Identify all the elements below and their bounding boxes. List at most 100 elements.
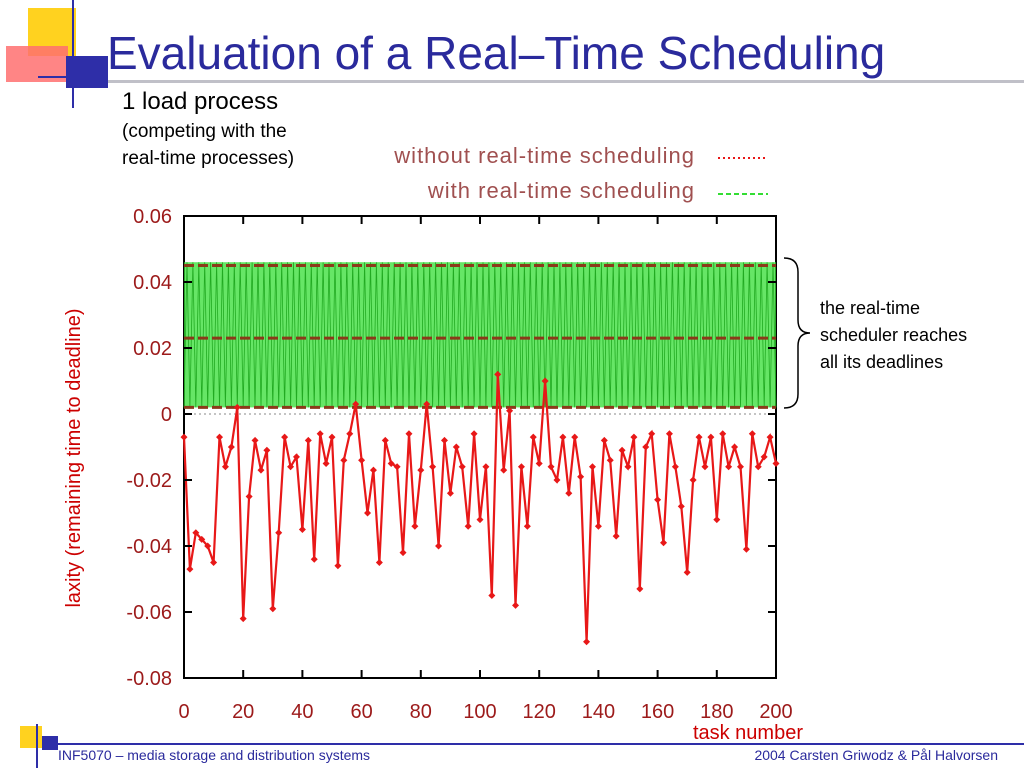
without-series-point [506,407,514,415]
without-series-point [198,535,206,543]
footer-deco-yellow [20,726,42,748]
without-series-point [618,446,626,454]
without-series-point [298,526,306,533]
without-series-point [754,463,762,471]
y-tick-label: 0.06 [133,206,172,228]
without-series-point [452,443,460,451]
x-tick-label: 60 [350,701,372,723]
without-series-point [210,559,218,566]
without-series-point [405,430,413,438]
without-series-point [269,605,277,613]
without-series-point [701,463,709,471]
without-series-point [375,559,383,566]
x-tick-label: 20 [232,701,254,723]
footer-course: INF5070 – media storage and distribution… [58,747,371,763]
without-series-point [429,463,437,471]
x-tick-label: 100 [463,701,496,723]
without-series-point [512,601,520,609]
without-series-point [500,466,508,474]
x-tick-label: 140 [582,701,615,723]
y-tick-label: 0.02 [133,338,172,360]
y-tick-label: -0.08 [126,668,172,690]
without-series-point [588,463,596,471]
without-series-point [725,463,733,471]
subtitle-note-line1: (competing with the [122,121,287,142]
without-series-point [577,473,585,481]
without-series-point [553,476,561,484]
without-series-point [630,433,638,441]
without-series-point [192,529,200,537]
without-series-point [316,430,324,438]
without-series-point [304,436,312,444]
bracket-brace [783,257,811,409]
legend-label-with: with real-time scheduling [427,178,695,203]
without-series-point [742,545,750,553]
without-series-point [517,463,525,471]
without-series-point [446,489,454,497]
without-series-point [482,463,490,471]
without-series-point [322,460,330,467]
without-series-point [606,456,614,464]
without-series-point [387,460,395,467]
x-tick-label: 80 [410,701,432,723]
without-series-point [328,433,336,441]
without-series-point [523,522,531,530]
without-series-point [364,509,372,517]
without-series-point [245,493,253,500]
without-series-point [707,433,715,441]
without-series-point [233,403,241,411]
without-series-point [417,466,425,474]
without-series-point [648,430,656,438]
without-series-point [369,466,377,474]
without-series-point [393,463,401,471]
without-series-point [713,516,721,524]
y-tick-label: 0.04 [133,272,172,294]
footer-authors: 2004 Carsten Griwodz & Pål Halvorsen [754,747,998,763]
without-series-point [529,433,537,441]
without-series-point [340,456,348,464]
without-series-point [695,433,703,441]
footer-deco-line [36,724,38,768]
without-series-point [583,638,591,646]
without-series-point [470,430,478,438]
annotation-line: the real-time [820,298,921,318]
without-series-point [381,436,389,444]
page-title: Evaluation of a Real–Time Scheduling [107,27,886,79]
without-series-point [612,532,620,540]
x-tick-label: 40 [291,701,313,723]
without-series-point [204,542,212,550]
y-tick-label: -0.02 [126,470,172,492]
x-axis-label: task number [693,722,803,744]
without-series-point [411,522,419,530]
without-series-point [654,496,662,504]
subtitle-note-line2: real-time processes) [122,148,295,169]
without-series-point [310,555,318,563]
without-series-point [287,463,295,471]
without-series-point [476,516,484,524]
deco-vertical-line [72,0,74,108]
without-series-point [352,400,360,408]
without-series-point [251,436,259,444]
without-series-point [594,522,602,530]
x-tick-label: 180 [700,701,733,723]
without-series-point [547,463,555,471]
y-tick-label: -0.06 [126,602,172,624]
without-series-point [435,542,443,550]
without-series-point [458,463,466,471]
without-series-point [748,430,756,438]
without-series-point [334,562,342,570]
without-series-point [671,463,679,471]
without-series-point [494,370,502,378]
without-series-point [186,565,194,573]
without-series-point [358,456,366,464]
x-tick-label: 120 [523,701,556,723]
without-series-point [660,539,668,547]
without-series-point [559,433,567,441]
without-series-point [346,430,354,438]
without-series-point [642,443,650,451]
deco-horizontal-line [38,76,108,78]
without-series-point [263,446,271,454]
without-series-point [719,430,727,438]
without-series-point [488,592,496,599]
